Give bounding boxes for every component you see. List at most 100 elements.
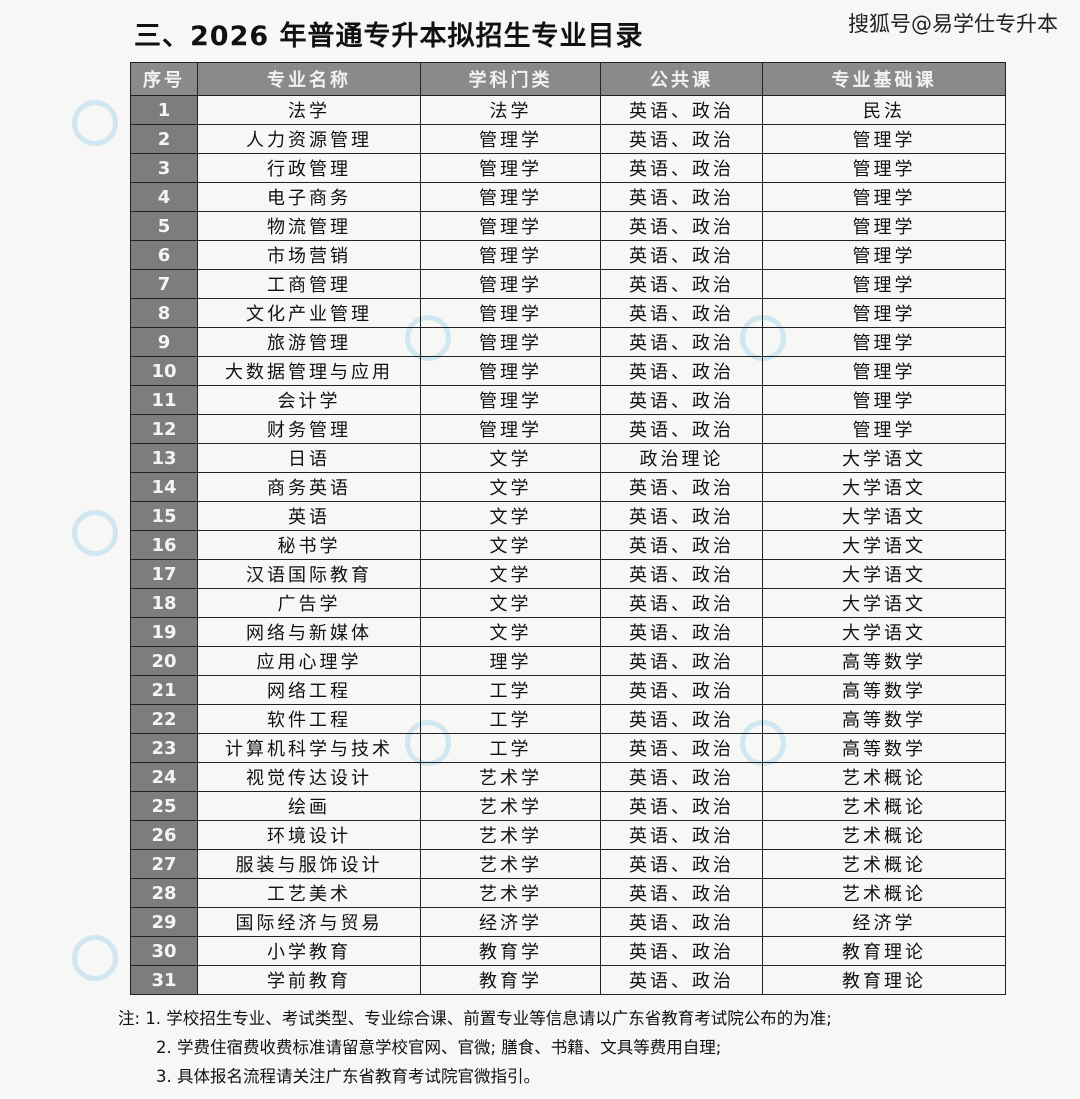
table-row: 12 财务管理 管理学 英语、政治 管理学 [130, 414, 1006, 444]
table-row: 14 商务英语 文学 英语、政治 大学语文 [130, 472, 1006, 502]
foundation-course: 管理学 [762, 327, 1006, 357]
discipline: 工学 [420, 675, 601, 705]
foundation-course: 管理学 [762, 182, 1006, 212]
discipline: 文学 [420, 501, 601, 531]
row-number: 9 [130, 327, 198, 357]
public-course: 英语、政治 [600, 733, 763, 763]
row-number: 29 [130, 907, 198, 937]
major-name: 工艺美术 [197, 878, 421, 908]
notes: 注: 1. 学校招生专业、考试类型、专业综合课、前置专业等信息请以广东省教育考试… [118, 1004, 832, 1091]
row-number: 25 [130, 791, 198, 821]
table-row: 1 法学 法学 英语、政治 民法 [130, 95, 1006, 125]
major-name: 英语 [197, 501, 421, 531]
major-name: 广告学 [197, 588, 421, 618]
foundation-course: 大学语文 [762, 588, 1006, 618]
foundation-course: 高等数学 [762, 733, 1006, 763]
foundation-course: 管理学 [762, 414, 1006, 444]
discipline: 工学 [420, 733, 601, 763]
major-name: 旅游管理 [197, 327, 421, 357]
major-name: 文化产业管理 [197, 298, 421, 328]
major-name: 电子商务 [197, 182, 421, 212]
discipline: 艺术学 [420, 878, 601, 908]
foundation-course: 大学语文 [762, 443, 1006, 473]
public-course: 英语、政治 [600, 95, 763, 125]
table-row: 23 计算机科学与技术 工学 英语、政治 高等数学 [130, 733, 1006, 763]
row-number: 15 [130, 501, 198, 531]
table-header-row: 序号 专业名称 学科门类 公共课 专业基础课 [130, 62, 1006, 96]
watermark-logo-icon [72, 510, 118, 556]
foundation-course: 大学语文 [762, 559, 1006, 589]
discipline: 管理学 [420, 269, 601, 299]
public-course: 英语、政治 [600, 559, 763, 589]
public-course: 英语、政治 [600, 124, 763, 154]
foundation-course: 艺术概论 [762, 762, 1006, 792]
row-number: 30 [130, 936, 198, 966]
discipline: 文学 [420, 472, 601, 502]
foundation-course: 教育理论 [762, 936, 1006, 966]
row-number: 7 [130, 269, 198, 299]
table-row: 11 会计学 管理学 英语、政治 管理学 [130, 385, 1006, 415]
table-row: 18 广告学 文学 英语、政治 大学语文 [130, 588, 1006, 618]
row-number: 27 [130, 849, 198, 879]
public-course: 英语、政治 [600, 153, 763, 183]
column-header: 序号 [130, 62, 198, 96]
major-name: 汉语国际教育 [197, 559, 421, 589]
row-number: 14 [130, 472, 198, 502]
table-row: 7 工商管理 管理学 英语、政治 管理学 [130, 269, 1006, 299]
page-title: 三、2026 年普通专升本拟招生专业目录 [134, 21, 644, 52]
column-header: 公共课 [600, 62, 763, 96]
foundation-course: 大学语文 [762, 617, 1006, 647]
table-row: 16 秘书学 文学 英语、政治 大学语文 [130, 530, 1006, 560]
discipline: 经济学 [420, 907, 601, 937]
watermark-logo-icon [72, 100, 118, 146]
major-name: 计算机科学与技术 [197, 733, 421, 763]
discipline: 文学 [420, 617, 601, 647]
major-name: 小学教育 [197, 936, 421, 966]
source-label: 搜狐号@易学仕专升本 [848, 12, 1058, 36]
foundation-course: 艺术概论 [762, 849, 1006, 879]
foundation-course: 艺术概论 [762, 878, 1006, 908]
major-name: 人力资源管理 [197, 124, 421, 154]
major-name: 财务管理 [197, 414, 421, 444]
column-header: 专业基础课 [762, 62, 1006, 96]
discipline: 管理学 [420, 182, 601, 212]
public-course: 英语、政治 [600, 298, 763, 328]
row-number: 6 [130, 240, 198, 270]
table-row: 6 市场营销 管理学 英语、政治 管理学 [130, 240, 1006, 270]
major-name: 大数据管理与应用 [197, 356, 421, 386]
table-row: 26 环境设计 艺术学 英语、政治 艺术概论 [130, 820, 1006, 850]
note-item: 2. 学费住宿费收费标准请留意学校官网、官微; 膳食、书籍、文具等费用自理; [156, 1038, 722, 1057]
table-row: 13 日语 文学 政治理论 大学语文 [130, 443, 1006, 473]
table-row: 30 小学教育 教育学 英语、政治 教育理论 [130, 936, 1006, 966]
row-number: 3 [130, 153, 198, 183]
row-number: 31 [130, 965, 198, 995]
row-number: 21 [130, 675, 198, 705]
foundation-course: 高等数学 [762, 704, 1006, 734]
row-number: 16 [130, 530, 198, 560]
public-course: 英语、政治 [600, 704, 763, 734]
row-number: 10 [130, 356, 198, 386]
table-row: 19 网络与新媒体 文学 英语、政治 大学语文 [130, 617, 1006, 647]
table-row: 5 物流管理 管理学 英语、政治 管理学 [130, 211, 1006, 241]
major-name: 行政管理 [197, 153, 421, 183]
major-name: 日语 [197, 443, 421, 473]
public-course: 英语、政治 [600, 269, 763, 299]
foundation-course: 大学语文 [762, 530, 1006, 560]
major-name: 会计学 [197, 385, 421, 415]
major-name: 应用心理学 [197, 646, 421, 676]
table-row: 8 文化产业管理 管理学 英语、政治 管理学 [130, 298, 1006, 328]
public-course: 英语、政治 [600, 965, 763, 995]
discipline: 理学 [420, 646, 601, 676]
foundation-course: 管理学 [762, 385, 1006, 415]
discipline: 教育学 [420, 965, 601, 995]
public-course: 英语、政治 [600, 791, 763, 821]
foundation-course: 管理学 [762, 356, 1006, 386]
row-number: 13 [130, 443, 198, 473]
public-course: 英语、政治 [600, 878, 763, 908]
public-course: 英语、政治 [600, 385, 763, 415]
discipline: 艺术学 [420, 791, 601, 821]
foundation-course: 管理学 [762, 211, 1006, 241]
major-name: 服装与服饰设计 [197, 849, 421, 879]
foundation-course: 高等数学 [762, 646, 1006, 676]
discipline: 管理学 [420, 356, 601, 386]
